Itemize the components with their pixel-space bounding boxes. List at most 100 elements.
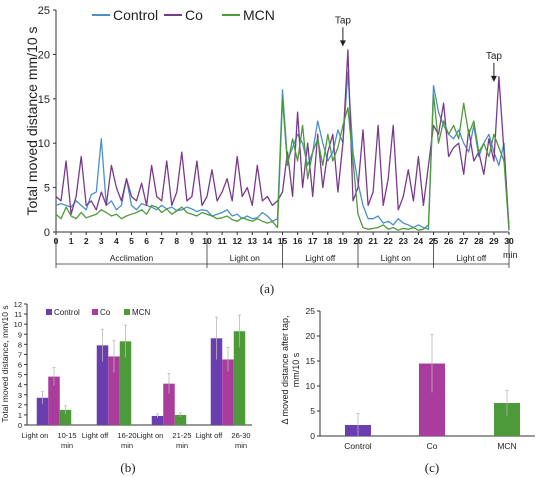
panel-b-legend-label: Co — [100, 308, 111, 317]
panel-a-series — [55, 49, 510, 231]
panel-a-y-label: Total moved distance mm/10 s — [24, 26, 40, 215]
panel-b-bar — [36, 397, 49, 425]
panel-a-x-tick-label: 17 — [308, 236, 318, 246]
panel-a-x-tick-label: 18 — [323, 236, 333, 246]
panel-b-bar — [174, 414, 187, 425]
panel-b-y-tick-label: 11 — [14, 310, 22, 319]
panel-b-category-unit: min — [176, 441, 188, 450]
panel-b-bar — [210, 338, 223, 425]
panel-a-x-tick-label: 11 — [218, 236, 227, 246]
panel-a-tap-arrow-icon — [339, 40, 346, 47]
panel-c-y-tick-label: 25 — [306, 306, 316, 316]
panel-a-phase-label: Light on — [230, 253, 261, 263]
panel-c-y-tick-label: 10 — [306, 381, 316, 391]
panel-a-x-unit: min — [503, 250, 518, 260]
panel-b-bar — [233, 331, 246, 425]
panel-b-category-range: 16-20 — [117, 431, 136, 440]
panel-a-y-tick-label: 25 — [38, 5, 50, 17]
panel-a-tap-arrow-icon — [490, 75, 497, 82]
panel-a-series-line-co — [55, 49, 510, 228]
panel-a-x-tick-label: 19 — [338, 236, 348, 246]
panel-a-x-tick-label: 16 — [293, 236, 303, 246]
panel-a-x-tick-label: 24 — [414, 236, 424, 246]
panel-b-category-range: 26-30 — [231, 431, 250, 440]
panel-a-legend: Control Co MCN — [92, 7, 275, 23]
panel-b-y-tick-label: 1 — [18, 411, 22, 420]
panel-c-y-label-line1: Δ moved distance after tap, — [280, 315, 290, 424]
panel-a-legend-label: Control — [113, 7, 158, 23]
panel-b-y-tick-label: 12 — [14, 300, 22, 309]
panel-c-y-tick-label: 15 — [306, 356, 316, 366]
panel-a-x-tick-label: 6 — [144, 236, 149, 246]
panel-c-y-label-line2: mm/10 s — [291, 352, 301, 387]
panel-c-y-tick-label: 0 — [310, 431, 315, 441]
panel-a-x-tick-label: 5 — [129, 236, 134, 246]
panel-b-legend-label: Control — [54, 308, 80, 317]
panel-a-x-ticks: 0123456789101112131415161718192021222324… — [54, 232, 514, 246]
panel-b-category-phase: Light off — [196, 431, 223, 440]
panel-c-y-ticks: 0 5 10 15 20 25 — [306, 306, 320, 441]
panel-a-x-tick-label: 9 — [190, 236, 195, 246]
panel-a-x-tick-label: 14 — [263, 236, 273, 246]
panel-a-line-chart: Total moved distance mm/10 s 0510152025 … — [24, 5, 518, 296]
panel-b-bar-chart: Total moved distance, mm/10 s 0123456789… — [0, 300, 252, 475]
panel-a-y-tick-label: 15 — [38, 94, 50, 106]
panel-a-x-tick-label: 26 — [444, 236, 454, 246]
panel-a-y-ticks: 0 5 10 15 20 25 — [38, 5, 56, 239]
panel-a-x-tick-label: 7 — [159, 236, 164, 246]
panel-b-y-tick-label: 5 — [18, 371, 22, 380]
panel-a-x-tick-label: 22 — [383, 236, 393, 246]
panel-b-y-label: Total moved distance, mm/10 s — [0, 305, 10, 422]
panel-b-category-phase: Light on — [22, 431, 49, 440]
panel-c-category-label: Control — [344, 441, 372, 451]
panel-a-x-tick-label: 23 — [399, 236, 409, 246]
panel-a-x-tick-label: 2 — [84, 236, 89, 246]
panel-a-x-tick-label: 29 — [489, 236, 499, 246]
panel-b-category-unit: min — [235, 441, 247, 450]
panel-a-y-tick-label: 5 — [44, 183, 50, 195]
panel-b-y-tick-label: 8 — [18, 340, 22, 349]
panel-b-y-tick-label: 0 — [18, 421, 22, 430]
panel-b-legend-label: MCN — [132, 308, 150, 317]
panel-b-category-unit: min — [121, 441, 133, 450]
panel-b-category-phase: Light on — [137, 431, 164, 440]
panel-a-phase-label: Acclimation — [110, 253, 154, 263]
panel-a-x-tick-label: 27 — [459, 236, 469, 246]
panel-a-series-line-control — [55, 71, 510, 231]
panel-a-phase-label: Light off — [456, 253, 487, 263]
panel-a-tap-label: Tap — [335, 15, 352, 26]
panel-b-bar — [163, 383, 175, 425]
panel-a-y-tick-label: 20 — [38, 49, 50, 61]
panel-b-category-range: 21-25 — [172, 431, 191, 440]
panel-c-bars: Control Co MCN — [344, 334, 520, 451]
panel-b-label: (b) — [120, 460, 135, 475]
panel-a-x-tick-label: 13 — [248, 236, 258, 246]
panel-c-bar-chart: Δ moved distance after tap, mm/10 s 0 5 10… — [280, 306, 535, 475]
panel-a-legend-label: MCN — [243, 7, 275, 23]
panel-b-bars — [36, 314, 246, 425]
panel-a-x-tick-label: 1 — [69, 236, 74, 246]
panel-c-y-tick-label: 20 — [306, 331, 316, 341]
panel-b-y-tick-label: 4 — [18, 381, 22, 390]
panel-a-x-tick-label: 3 — [99, 236, 104, 246]
panel-b-legend-swatch — [46, 309, 52, 315]
panel-a-label: (a) — [260, 281, 274, 296]
panel-a-legend-label: Co — [185, 7, 203, 23]
panel-b-y-tick-label: 3 — [18, 391, 22, 400]
panel-c-category-label: Co — [427, 441, 438, 451]
panel-a-annotations: Tap Tap — [335, 15, 502, 82]
panel-b-legend-swatch — [92, 309, 98, 315]
panel-a-series-line-mcn — [55, 93, 510, 231]
panel-b-category-range: 10-15 — [57, 431, 76, 440]
panel-b-legend-swatch — [124, 309, 130, 315]
panel-a-x-tick-label: 21 — [368, 236, 378, 246]
panel-a-x-tick-label: 8 — [174, 236, 179, 246]
panel-b-bar — [59, 409, 72, 425]
panel-b-y-tick-label: 2 — [18, 401, 22, 410]
panel-c-label: (c) — [425, 460, 439, 475]
panel-b-bar — [96, 345, 109, 425]
panel-a-phase-label: Light on — [381, 253, 412, 263]
panel-b-y-tick-label: 7 — [18, 350, 22, 359]
